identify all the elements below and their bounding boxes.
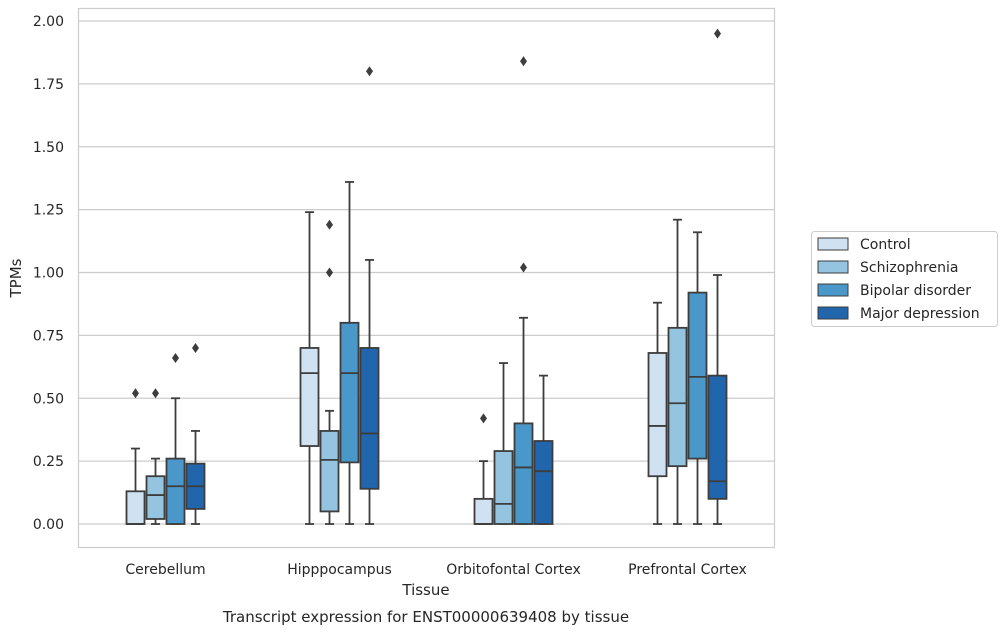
outlier-point xyxy=(152,388,159,399)
y-tick-label: 1.00 xyxy=(33,266,64,282)
legend-label: Major depression xyxy=(860,306,980,322)
y-tick-label: 1.50 xyxy=(33,140,64,156)
x-tick-label: Cerebellum xyxy=(125,562,205,578)
box-iqr xyxy=(165,457,186,525)
outlier-point xyxy=(366,66,373,77)
box-group xyxy=(533,374,554,525)
legend: Control Schizophrenia Bipolar disorder Majo… xyxy=(811,231,998,327)
box-iqr xyxy=(513,422,534,525)
plot-frame xyxy=(77,7,776,549)
box-iqr xyxy=(145,475,166,520)
box-iqr xyxy=(647,352,668,478)
x-tick-label: Prefrontal Cortex xyxy=(628,562,747,578)
legend-swatch xyxy=(817,237,849,251)
box-group xyxy=(299,211,320,525)
y-axis-ticks: 0.00 0.25 0.50 0.75 1.00 1.25 1.50 1.75 2.00 xyxy=(33,14,64,533)
chart-caption: Transcript expression for ENST0000063940… xyxy=(222,608,629,626)
legend-label: Schizophrenia xyxy=(860,260,958,276)
box-iqr xyxy=(493,450,514,525)
box-iqr xyxy=(707,374,728,500)
box-group xyxy=(165,353,186,525)
box-iqr xyxy=(533,440,554,525)
y-tick-label: 0.00 xyxy=(33,517,64,533)
x-tick-label: Orbitofontal Cortex xyxy=(446,562,581,578)
y-tick-label: 0.75 xyxy=(33,328,64,344)
x-axis-ticks: Cerebellum Hipppocampus Orbitofontal Corte… xyxy=(125,562,746,578)
box-group xyxy=(473,413,494,525)
box-group xyxy=(493,362,514,525)
x-axis-label: Tissue xyxy=(401,581,449,599)
y-tick-label: 0.25 xyxy=(33,454,64,470)
box-iqr xyxy=(299,347,320,447)
boxes-layer xyxy=(125,28,728,525)
outlier-point xyxy=(132,388,139,399)
box-group xyxy=(185,342,206,525)
y-axis-label: TPMs xyxy=(7,258,25,298)
outlier-point xyxy=(520,56,527,67)
legend-swatch xyxy=(817,260,849,274)
box-group xyxy=(125,388,146,525)
box-group xyxy=(513,56,534,525)
box-group xyxy=(359,66,380,525)
outlier-point xyxy=(714,28,721,39)
box-group xyxy=(339,181,360,525)
outlier-point xyxy=(326,219,333,230)
outlier-point xyxy=(172,353,179,364)
box-iqr xyxy=(319,430,340,513)
box-iqr xyxy=(687,291,708,460)
box-iqr xyxy=(473,497,494,525)
x-tick-label: Hipppocampus xyxy=(287,562,392,578)
legend-label: Control xyxy=(860,237,911,253)
outlier-point xyxy=(480,413,487,424)
legend-label: Bipolar disorder xyxy=(860,283,971,299)
outlier-point xyxy=(520,262,527,273)
y-tick-label: 2.00 xyxy=(33,14,64,30)
legend-swatch xyxy=(817,283,849,297)
box-iqr xyxy=(667,326,688,468)
legend-frame xyxy=(811,231,998,327)
box-iqr xyxy=(125,490,146,525)
box-group xyxy=(667,218,688,525)
y-tick-label: 0.50 xyxy=(33,391,64,407)
box-group xyxy=(707,28,728,525)
box-iqr xyxy=(359,347,380,490)
y-tick-label: 1.25 xyxy=(33,203,64,219)
box-group xyxy=(319,219,340,525)
y-tick-label: 1.75 xyxy=(33,77,64,93)
box-group xyxy=(647,301,668,525)
box-group xyxy=(145,388,166,525)
box-group xyxy=(687,231,708,525)
outlier-point xyxy=(192,342,199,353)
legend-swatch xyxy=(817,306,849,320)
box-iqr xyxy=(339,321,360,464)
outlier-point xyxy=(326,267,333,278)
